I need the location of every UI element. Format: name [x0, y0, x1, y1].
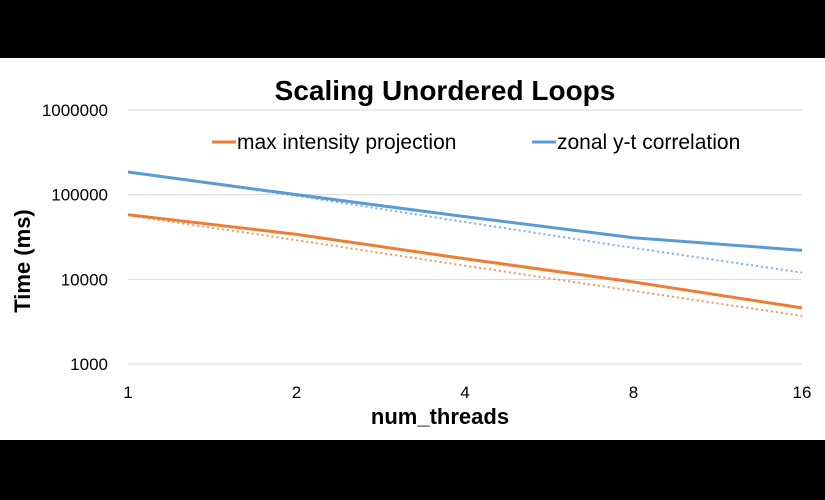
legend: max intensity projection zonal y-t correl… [212, 131, 740, 154]
y-tick-label: 1000000 [42, 101, 108, 120]
chart-title: Scaling Unordered Loops [275, 75, 616, 106]
y-tick-label: 10000 [61, 270, 108, 289]
x-tick-label: 4 [460, 383, 469, 402]
trendlines [127, 171, 803, 317]
y-tick-label: 100000 [51, 186, 108, 205]
trendline [127, 171, 803, 274]
series-lines [127, 170, 803, 310]
x-tick-label: 16 [793, 383, 812, 402]
series-line [127, 213, 803, 310]
legend-label: zonal y-t correlation [557, 131, 740, 154]
trendline [127, 214, 803, 317]
gridlines [128, 109, 802, 365]
x-axis-ticks: 1 2 4 8 16 [123, 383, 811, 402]
y-tick-label: 1000 [70, 355, 108, 374]
x-tick-label: 1 [123, 383, 132, 402]
x-tick-label: 2 [292, 383, 301, 402]
x-tick-label: 8 [629, 383, 638, 402]
chart-panel: 1000 10000 100000 1000000 1 2 4 8 16 max intens… [0, 58, 825, 440]
y-axis-ticks: 1000 10000 100000 1000000 [42, 101, 108, 374]
series-line [127, 170, 803, 252]
line-chart: 1000 10000 100000 1000000 1 2 4 8 16 max intens… [10, 75, 811, 429]
x-axis-label: num_threads [371, 404, 509, 429]
legend-label: max intensity projection [237, 131, 456, 154]
y-axis-label: Time (ms) [10, 209, 35, 313]
